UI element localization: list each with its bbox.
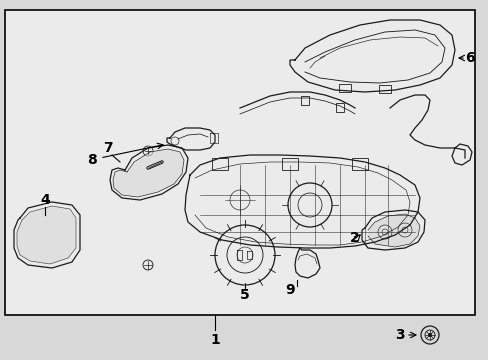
Bar: [212, 158, 227, 170]
Bar: [338, 84, 350, 92]
Bar: [301, 96, 308, 105]
Bar: [282, 158, 297, 170]
Text: 3: 3: [394, 328, 404, 342]
Bar: [378, 85, 390, 93]
Circle shape: [427, 333, 431, 337]
Text: 4: 4: [40, 193, 50, 207]
Bar: [351, 158, 367, 170]
Text: 6: 6: [464, 51, 474, 65]
Polygon shape: [113, 149, 183, 197]
Text: 8: 8: [87, 153, 97, 167]
Text: 2: 2: [349, 231, 359, 245]
Polygon shape: [367, 214, 419, 247]
Text: 7: 7: [103, 141, 113, 155]
Bar: [335, 103, 343, 112]
Text: 5: 5: [240, 288, 249, 302]
Text: 9: 9: [285, 283, 294, 297]
Polygon shape: [17, 206, 76, 264]
Bar: [5, 10, 474, 315]
Text: 1: 1: [210, 333, 220, 347]
